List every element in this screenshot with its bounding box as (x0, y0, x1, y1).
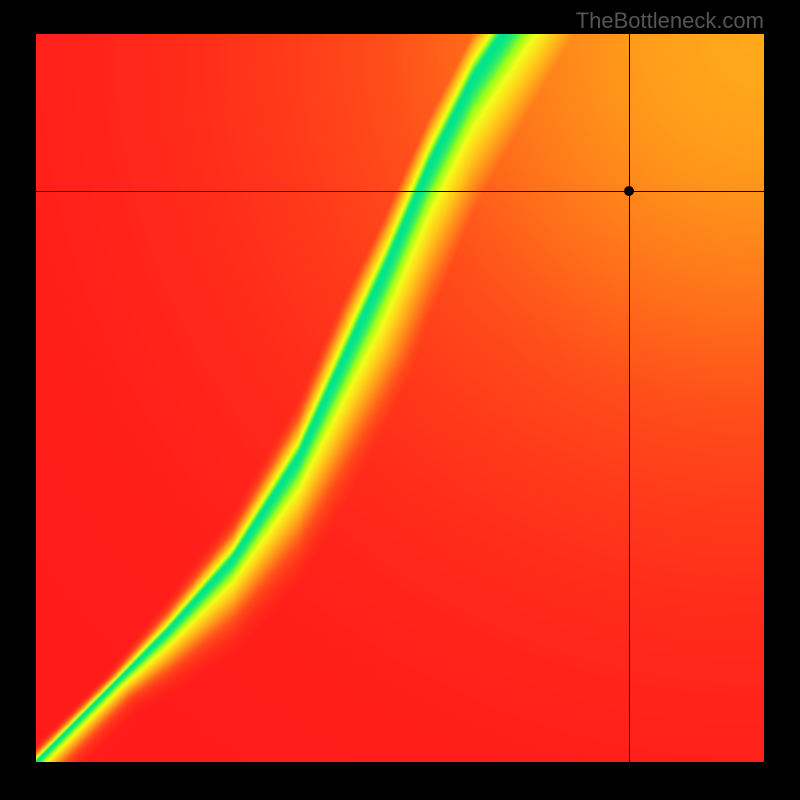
watermark-text: TheBottleneck.com (576, 8, 764, 34)
crosshair-dot (624, 186, 634, 196)
crosshair-vertical (629, 34, 630, 762)
heatmap-canvas (36, 34, 764, 762)
plot-area (36, 34, 764, 762)
crosshair-horizontal (36, 191, 764, 192)
chart-container: TheBottleneck.com (0, 0, 800, 800)
